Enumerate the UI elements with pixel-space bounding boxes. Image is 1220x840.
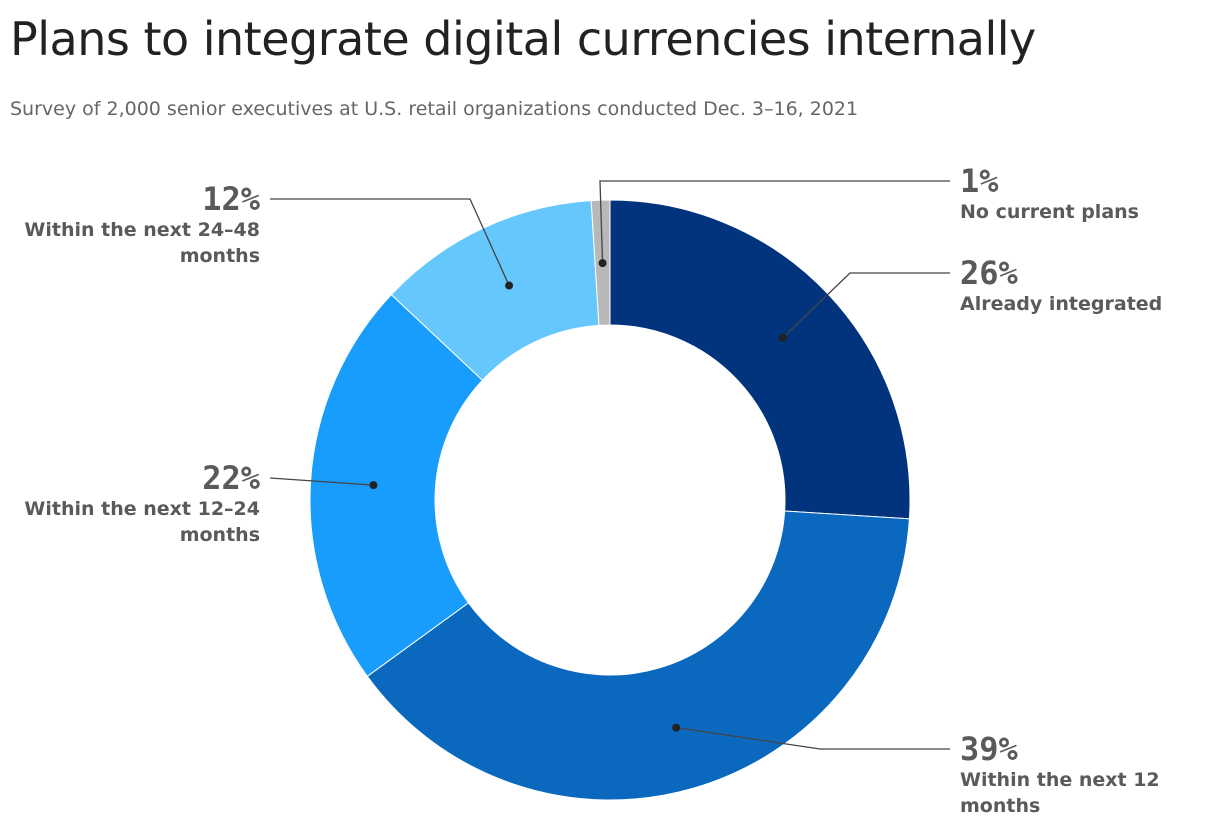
data-label: 39% Within the next 12 months xyxy=(960,731,1170,819)
data-label: 12% Within the next 24–48 months xyxy=(15,181,260,269)
category-label: Already integrated xyxy=(960,293,1163,315)
data-label: 26% Already integrated xyxy=(960,255,1170,317)
donut-segment xyxy=(366,510,910,801)
value-label: 22% xyxy=(202,459,260,497)
leader-dot xyxy=(598,259,607,268)
leader-line xyxy=(599,180,950,264)
leader-dot xyxy=(672,723,681,732)
leader-line xyxy=(270,198,510,286)
leader-line xyxy=(269,477,374,486)
category-label: Within the next 24–48 months xyxy=(24,219,260,267)
data-label: 1% No current plans xyxy=(960,163,1170,225)
data-label: 22% Within the next 12–24 months xyxy=(15,460,260,548)
leader-line xyxy=(676,726,950,750)
chart-title: Plans to integrate digital currencies in… xyxy=(10,12,1036,66)
donut-segment xyxy=(609,199,911,520)
leader-dot xyxy=(505,281,514,290)
leader-line xyxy=(782,272,950,339)
category-label: No current plans xyxy=(960,201,1139,223)
category-label: Within the next 12–24 months xyxy=(24,498,260,546)
value-label: 1% xyxy=(960,162,999,200)
chart-subtitle: Survey of 2,000 senior executives at U.S… xyxy=(10,98,859,120)
value-label: 12% xyxy=(202,180,260,218)
value-label: 39% xyxy=(960,730,1018,768)
leader-dot xyxy=(369,481,378,490)
category-label: Within the next 12 months xyxy=(960,769,1160,817)
value-label: 26% xyxy=(960,254,1018,292)
leader-dot xyxy=(778,333,787,342)
donut-segment xyxy=(309,293,484,678)
